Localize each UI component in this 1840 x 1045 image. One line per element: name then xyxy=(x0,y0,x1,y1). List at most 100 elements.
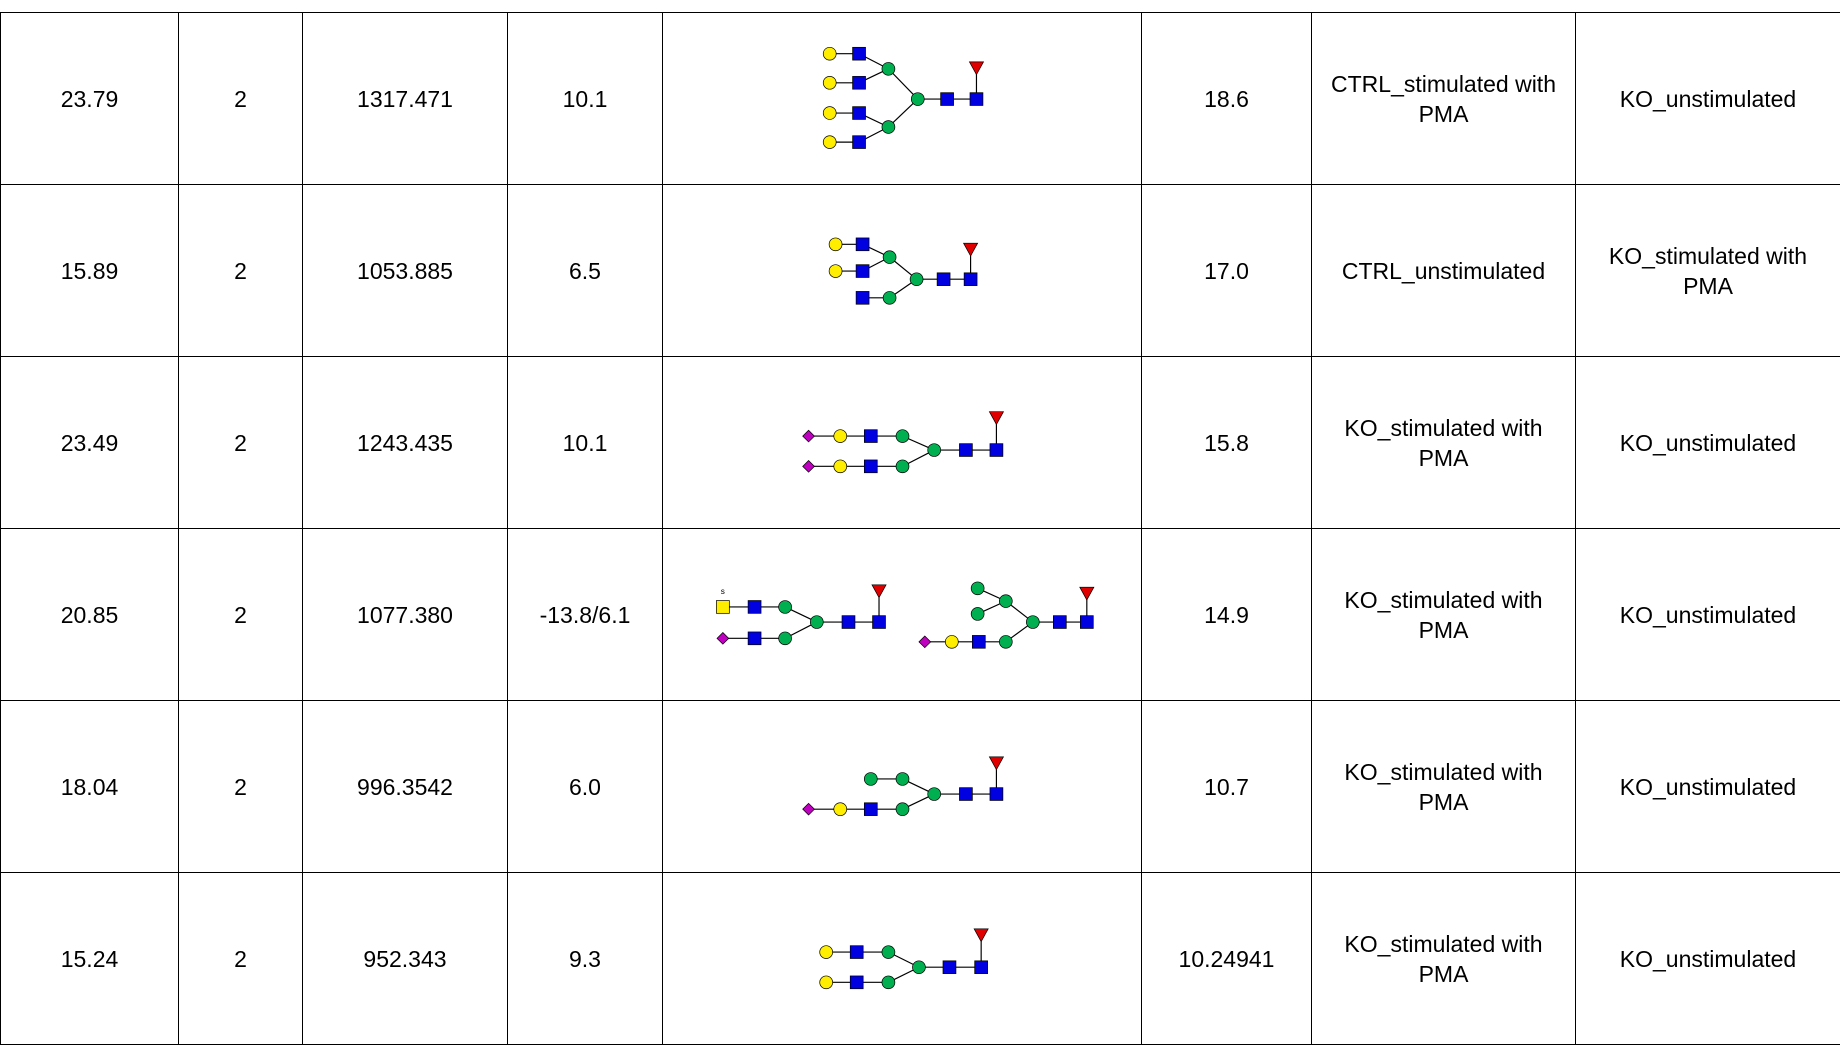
galactose xyxy=(834,430,847,443)
condition-a: KO_stimulated with PMA xyxy=(1312,873,1576,1045)
glcnac xyxy=(1080,616,1093,629)
condition-a: KO_stimulated with PMA xyxy=(1312,357,1576,529)
mannose xyxy=(810,616,823,629)
fucose xyxy=(964,243,978,256)
abundance: 17.0 xyxy=(1142,185,1312,357)
charge: 2 xyxy=(179,701,303,873)
charge: 2 xyxy=(179,357,303,529)
condition-b: KO_unstimulated xyxy=(1576,13,1840,185)
galactose xyxy=(829,238,842,251)
glycan-drawing xyxy=(663,357,1142,528)
glcnac xyxy=(937,273,950,286)
galactose xyxy=(823,76,836,89)
mannose xyxy=(779,632,792,645)
galactose xyxy=(823,107,836,120)
retention-time: 20.85 xyxy=(1,529,179,701)
condition-a: CTRL_stimulated with PMA xyxy=(1312,13,1576,185)
glcnac xyxy=(941,93,954,106)
fucose xyxy=(1080,587,1094,600)
glcnac xyxy=(842,616,855,629)
condition-b: KO_unstimulated xyxy=(1576,529,1840,701)
delta: 9.3 xyxy=(508,873,663,1045)
glcnac xyxy=(856,291,869,304)
mannose xyxy=(896,430,909,443)
abundance: 18.6 xyxy=(1142,13,1312,185)
glcnac xyxy=(853,136,866,149)
glcnac xyxy=(864,803,877,816)
fucose xyxy=(969,62,983,75)
fucose xyxy=(989,757,1003,770)
condition-a: KO_stimulated with PMA xyxy=(1312,529,1576,701)
glcnac xyxy=(964,273,977,286)
glcnac xyxy=(853,47,866,60)
glcnac xyxy=(975,961,988,974)
glycan-structure xyxy=(663,185,1142,357)
mannose xyxy=(928,444,941,457)
abundance: 14.9 xyxy=(1142,529,1312,701)
mz: 1317.471 xyxy=(303,13,508,185)
condition-b: KO_stimulated with PMA xyxy=(1576,185,1840,357)
glcnac xyxy=(959,788,972,801)
sialic-acid xyxy=(919,636,931,648)
condition-a: KO_stimulated with PMA xyxy=(1312,701,1576,873)
mannose xyxy=(1026,616,1039,629)
glcnac xyxy=(873,616,886,629)
glcnac xyxy=(959,444,972,457)
mannose xyxy=(882,62,895,75)
delta: 10.1 xyxy=(508,13,663,185)
galactose xyxy=(945,635,958,648)
mannose xyxy=(896,803,909,816)
glycan-structure xyxy=(663,873,1142,1045)
mannose xyxy=(882,976,895,989)
abundance: 10.24941 xyxy=(1142,873,1312,1045)
sulfate-label: s xyxy=(721,587,725,596)
sialic-acid xyxy=(803,461,815,473)
glcnac xyxy=(853,76,866,89)
galactose xyxy=(834,803,847,816)
retention-time: 15.89 xyxy=(1,185,179,357)
mannose xyxy=(779,601,792,614)
mannose xyxy=(912,961,925,974)
glycan-structure xyxy=(663,357,1142,529)
mz: 1077.380 xyxy=(303,529,508,701)
glcnac xyxy=(943,961,956,974)
mannose xyxy=(896,460,909,473)
glycan-structure xyxy=(663,13,1142,185)
condition-b: KO_unstimulated xyxy=(1576,357,1840,529)
mz: 1243.435 xyxy=(303,357,508,529)
glcnac xyxy=(990,444,1003,457)
glcnac xyxy=(748,632,761,645)
glcnac xyxy=(850,946,863,959)
glcnac xyxy=(748,601,761,614)
fucose xyxy=(974,929,988,942)
glycan-drawing xyxy=(663,13,1142,184)
glcnac xyxy=(850,976,863,989)
galactose xyxy=(823,47,836,60)
glcnac xyxy=(990,788,1003,801)
sialic-acid xyxy=(803,803,815,815)
galnac xyxy=(716,601,729,614)
glcnac xyxy=(864,430,877,443)
abundance: 10.7 xyxy=(1142,701,1312,873)
delta: 6.5 xyxy=(508,185,663,357)
sialic-acid xyxy=(803,430,815,442)
galactose xyxy=(829,265,842,278)
delta: 6.0 xyxy=(508,701,663,873)
mannose xyxy=(911,93,924,106)
retention-time: 23.49 xyxy=(1,357,179,529)
glycan-drawing: s xyxy=(663,529,1142,700)
glcnac xyxy=(972,635,985,648)
glycan-structure: s xyxy=(663,529,1142,701)
mannose xyxy=(883,251,896,264)
retention-time: 18.04 xyxy=(1,701,179,873)
charge: 2 xyxy=(179,873,303,1045)
retention-time: 23.79 xyxy=(1,13,179,185)
mannose xyxy=(882,946,895,959)
galactose xyxy=(820,946,833,959)
